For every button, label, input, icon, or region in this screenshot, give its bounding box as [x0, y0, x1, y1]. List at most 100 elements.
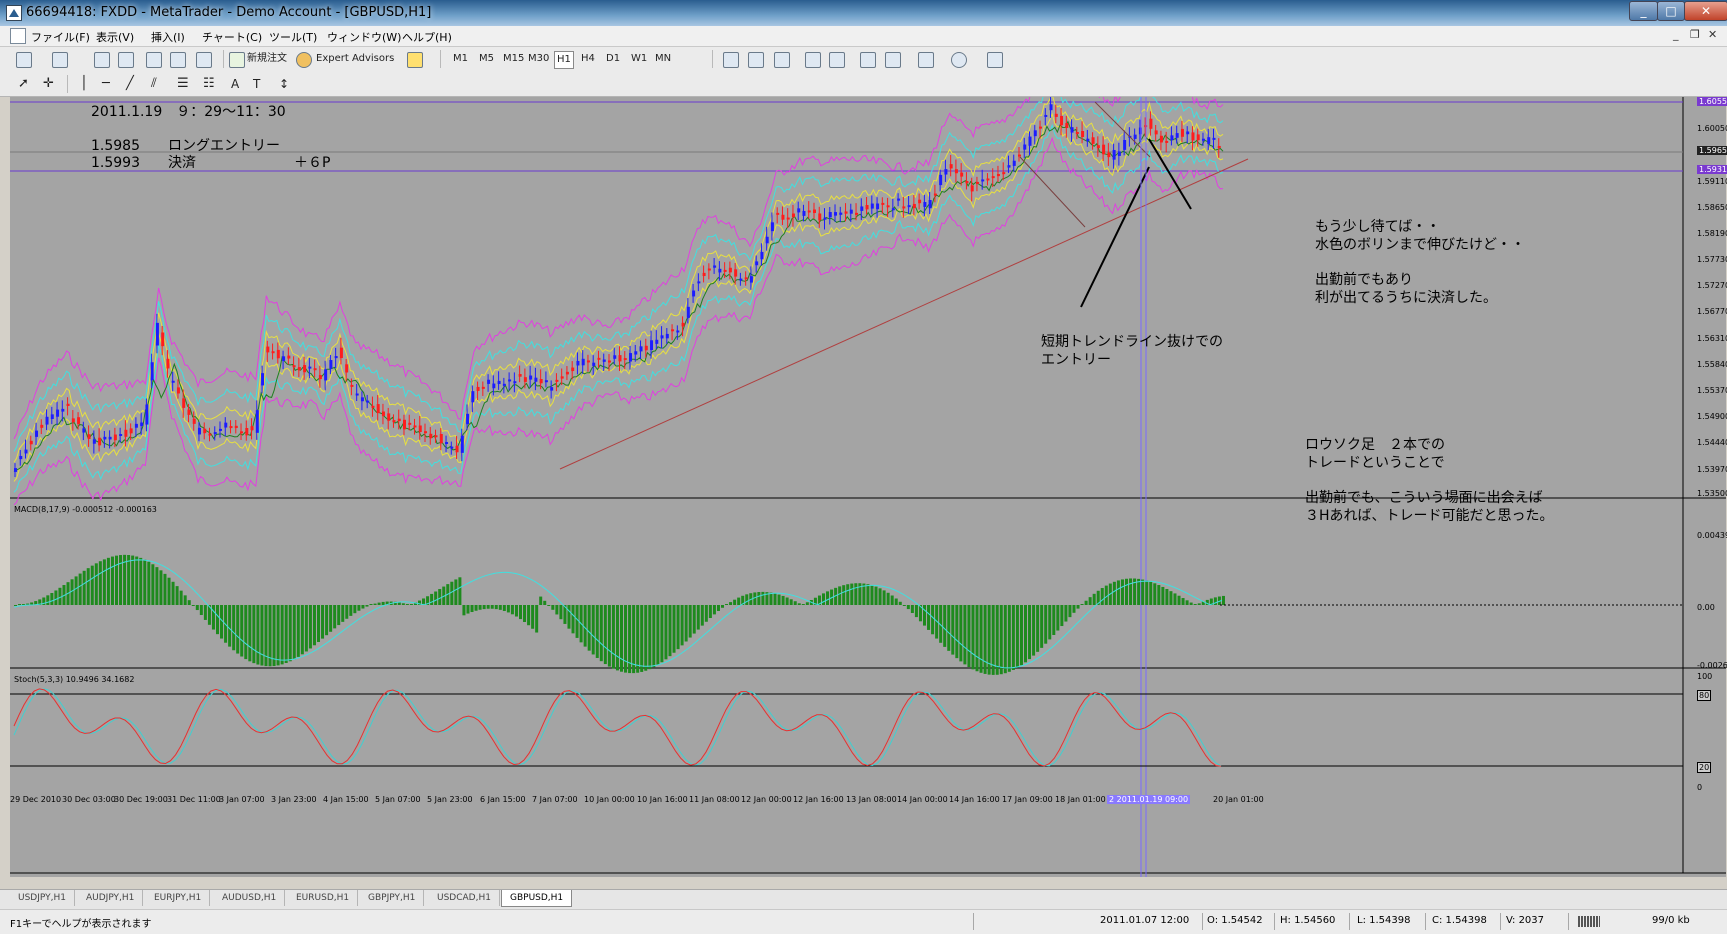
channel-icon[interactable]: ⫽: [151, 76, 157, 91]
macd-bar: [628, 605, 632, 674]
tab-gbpusd[interactable]: GBPUSD,H1: [501, 890, 573, 907]
candle: [1201, 138, 1205, 141]
fibonacci-fan-icon[interactable]: ☷: [203, 76, 215, 91]
macd-bar: [1153, 583, 1157, 605]
tf-d1-button[interactable]: D1: [606, 53, 621, 64]
zoom-in-icon[interactable]: [805, 52, 821, 68]
navigator-icon[interactable]: [146, 52, 162, 68]
strategy-tester-icon[interactable]: [196, 52, 212, 68]
menu-help[interactable]: ヘルプ(H): [402, 31, 452, 44]
periods-icon[interactable]: [951, 52, 967, 68]
line-chart-icon[interactable]: [774, 52, 790, 68]
mdi-minimize-button[interactable]: _: [1673, 28, 1679, 41]
zoom-out-icon[interactable]: [829, 52, 845, 68]
tf-m30-button[interactable]: M30: [528, 53, 550, 64]
menu-file[interactable]: ファイル(F): [31, 31, 90, 44]
menu-tools[interactable]: ツール(T): [269, 31, 318, 44]
stoch-main-line: [13, 688, 1222, 767]
templates-icon[interactable]: [987, 52, 1003, 68]
new-order-button[interactable]: 新規注文: [247, 53, 287, 64]
menu-view[interactable]: 表示(V): [96, 31, 135, 44]
macd-bar: [692, 605, 696, 634]
macd-bar: [620, 605, 623, 672]
tab-eurjpy[interactable]: EURJPY,H1: [146, 890, 211, 906]
bar-chart-icon[interactable]: [723, 52, 739, 68]
macd-bar: [874, 586, 878, 605]
horizontal-line-icon[interactable]: ─: [102, 76, 110, 91]
terminal-icon[interactable]: [170, 52, 186, 68]
candle: [1017, 154, 1021, 157]
time-tick-label: 3 Jan 23:00: [271, 795, 317, 804]
warning-icon[interactable]: [407, 52, 423, 68]
trendline-icon[interactable]: ╱: [126, 76, 134, 91]
candle: [928, 199, 932, 209]
cursor-icon[interactable]: ➚: [18, 76, 29, 91]
expert-advisors-button[interactable]: Expert Advisors: [316, 53, 395, 64]
macd-bar: [123, 554, 127, 605]
candle: [933, 193, 937, 196]
tab-gbpjpy[interactable]: GBPJPY,H1: [360, 890, 425, 906]
new-order-icon[interactable]: [229, 52, 245, 68]
tf-w1-button[interactable]: W1: [631, 53, 648, 64]
menu-insert[interactable]: 挿入(I): [151, 31, 185, 44]
macd-bar: [1209, 598, 1213, 605]
tab-usdjpy[interactable]: USDJPY,H1: [10, 890, 75, 906]
macd-bar: [337, 605, 341, 626]
tf-m1-button[interactable]: M1: [453, 53, 468, 64]
candle: [991, 176, 995, 179]
menu-window[interactable]: ウィンドウ(W): [327, 31, 402, 44]
macd-bar: [143, 559, 147, 605]
tab-eurusd[interactable]: EURUSD,H1: [288, 890, 359, 906]
price-chart[interactable]: [10, 97, 1726, 877]
macd-bar: [482, 605, 486, 610]
candle: [981, 179, 985, 182]
expert-advisors-icon[interactable]: [296, 52, 312, 68]
text-label-icon[interactable]: T: [253, 77, 261, 91]
candle: [313, 368, 317, 371]
tab-audusd[interactable]: AUDUSD,H1: [214, 890, 286, 906]
chart-window[interactable]: 2011.1.19 ９：29～11：30 1.5985 ロングエントリー 1.5…: [10, 97, 1727, 877]
autoscroll-icon[interactable]: [860, 52, 876, 68]
market-watch-icon[interactable]: [94, 52, 110, 68]
price-tick-label: 1.55840: [1697, 360, 1727, 369]
indicators-icon[interactable]: [918, 52, 934, 68]
data-window-icon[interactable]: [118, 52, 134, 68]
mdi-close-button[interactable]: ✕: [1708, 28, 1718, 41]
tf-h1-button[interactable]: H1: [554, 51, 574, 69]
candle: [734, 269, 738, 277]
macd-bar: [478, 605, 482, 610]
chart-shift-icon[interactable]: [885, 52, 901, 68]
text-icon[interactable]: A: [231, 77, 240, 91]
crosshair-icon[interactable]: ✛: [43, 76, 54, 91]
candle: [1039, 126, 1043, 129]
macd-bar: [1096, 590, 1100, 605]
candle: [1175, 133, 1179, 138]
mdi-restore-button[interactable]: ❐: [1690, 28, 1700, 41]
tf-h4-button[interactable]: H4: [581, 53, 595, 64]
candle: [560, 376, 564, 379]
menu-chart[interactable]: チャート(C): [202, 31, 263, 44]
candlestick-icon[interactable]: [748, 52, 764, 68]
new-chart-icon[interactable]: [16, 52, 32, 68]
fibonacci-icon[interactable]: ☰: [177, 76, 189, 91]
candle: [350, 384, 354, 387]
tab-audjpy[interactable]: AUDJPY,H1: [78, 890, 144, 906]
tf-mn-button[interactable]: MN: [655, 53, 672, 64]
macd-bar: [240, 605, 244, 657]
profiles-icon[interactable]: [52, 52, 68, 68]
tf-m15-button[interactable]: M15: [503, 53, 525, 64]
macd-bar: [373, 603, 377, 605]
minimize-button[interactable]: _: [1629, 1, 1658, 21]
time-tick-label: 3 Jan 07:00: [219, 795, 265, 804]
tab-usdcad[interactable]: USDCAD,H1: [429, 890, 500, 906]
tf-m5-button[interactable]: M5: [479, 53, 494, 64]
candle: [129, 428, 133, 434]
macd-bar: [434, 591, 438, 605]
macd-bar: [878, 588, 882, 605]
macd-bar: [276, 605, 280, 666]
candle: [760, 251, 764, 260]
maximize-button[interactable]: □: [1657, 1, 1685, 21]
close-button[interactable]: ✕: [1684, 1, 1727, 21]
vertical-line-icon[interactable]: │: [80, 76, 88, 91]
arrows-icon[interactable]: ↕: [279, 77, 290, 91]
